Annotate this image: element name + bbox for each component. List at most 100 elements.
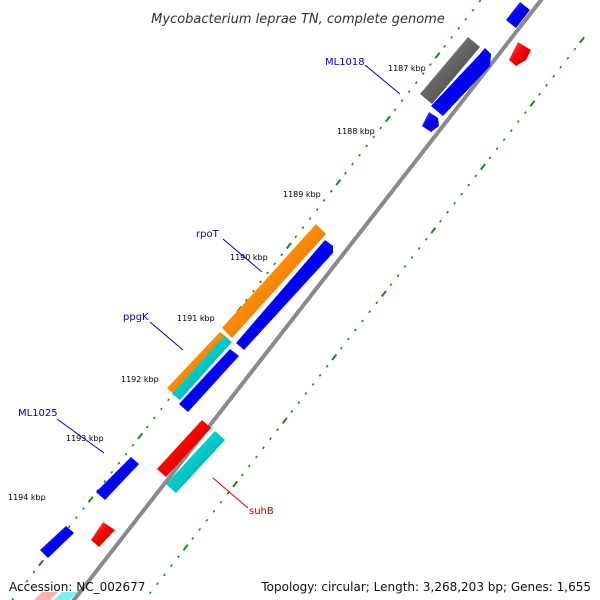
- inner-tick: [573, 47, 577, 51]
- inner-tick: [325, 364, 329, 368]
- outer-tick: [32, 570, 36, 574]
- inner-tick: [559, 65, 563, 69]
- gene-label-ml1025[interactable]: ML1025: [18, 408, 58, 419]
- outer-tick: [167, 398, 170, 402]
- inner-tick: [488, 156, 492, 160]
- outer-tick: [464, 17, 468, 21]
- outer-tick: [273, 262, 277, 266]
- inner-tick: [495, 147, 499, 151]
- outer-tick: [385, 115, 391, 123]
- inner-tick: [247, 464, 251, 468]
- outer-tick: [393, 108, 397, 112]
- outer-tick: [110, 470, 114, 474]
- inner-tick: [212, 509, 216, 513]
- outer-tick: [335, 178, 342, 186]
- inner-tick: [191, 537, 195, 540]
- outer-tick: [117, 461, 121, 465]
- outer-tick: [365, 144, 369, 148]
- outer-tick: [308, 217, 312, 220]
- outer-tick: [18, 588, 22, 592]
- inner-tick: [297, 401, 301, 404]
- tick-label-1194: 1194 kbp: [8, 493, 46, 502]
- outer-tick: [434, 52, 441, 59]
- feature-ppgK-cyan[interactable]: [172, 336, 232, 400]
- outer-tick: [421, 72, 425, 75]
- inner-tick: [474, 174, 478, 178]
- outer-tick: [244, 298, 248, 302]
- inner-tick: [439, 219, 442, 223]
- inner-tick: [269, 437, 272, 441]
- cds-forward-ppgK-strand[interactable]: [179, 349, 239, 412]
- inner-tick: [529, 100, 536, 107]
- leader-ppgK: [149, 321, 184, 351]
- inner-tick: [460, 192, 464, 196]
- outer-tick: [294, 235, 298, 239]
- outer-tick: [252, 289, 255, 293]
- inner-tick: [545, 83, 548, 87]
- outer-tick: [329, 189, 333, 193]
- gene-label-ml1018[interactable]: ML1018: [325, 57, 365, 68]
- outer-tick: [407, 90, 411, 94]
- inner-tick-marks: [148, 36, 585, 595]
- leader-ml1018: [364, 64, 401, 95]
- feature-rpoT[interactable]: [222, 224, 326, 338]
- inner-tick: [347, 337, 350, 341]
- outer-tick: [372, 135, 376, 139]
- outer-tick: [379, 126, 383, 130]
- outer-tick: [124, 452, 128, 456]
- inner-tick: [480, 163, 486, 171]
- inner-tick: [318, 373, 322, 377]
- tick-label-1193: 1193 kbp: [66, 434, 104, 443]
- tick-label-1191: 1191 kbp: [177, 314, 215, 323]
- cds-forward-ml1018-region[interactable]: [431, 48, 491, 116]
- inner-tick: [219, 500, 223, 504]
- inner-tick: [198, 528, 202, 531]
- inner-tick: [311, 382, 315, 386]
- gene-label-suhB[interactable]: suhB: [249, 506, 274, 517]
- feature-suhB-cyan[interactable]: [166, 431, 225, 493]
- outer-tick: [478, 0, 482, 3]
- outer-tick: [471, 8, 475, 12]
- feature-ml1018[interactable]: [420, 37, 480, 104]
- outer-tick: [400, 99, 404, 103]
- outer-tick: [145, 425, 149, 429]
- genome-backbone: [71, 0, 544, 600]
- inner-tick: [375, 301, 379, 305]
- inner-tick: [255, 455, 258, 459]
- cds-forward-small[interactable]: [422, 112, 439, 132]
- cds-forward-top-1[interactable]: [506, 2, 530, 28]
- outer-tick: [344, 171, 347, 175]
- cds-reverse-top[interactable]: [509, 42, 531, 66]
- gene-label-ppgK[interactable]: ppgK: [123, 312, 149, 323]
- cds-forward-ml1025[interactable]: [96, 457, 139, 500]
- cds-forward-bottom[interactable]: [40, 526, 74, 558]
- cds-reverse-suhB[interactable]: [157, 420, 211, 477]
- leader-ml1025: [56, 418, 105, 454]
- outer-tick: [25, 579, 29, 583]
- gene-label-rpoT[interactable]: rpoT: [196, 229, 220, 240]
- inner-tick: [424, 237, 428, 241]
- cds-reverse-bottom[interactable]: [91, 522, 115, 547]
- tick-label-1188: 1188 kbp: [337, 127, 375, 136]
- outer-tick: [266, 271, 269, 275]
- feature-bottom-cyan: [54, 592, 78, 600]
- outer-tick: [414, 81, 418, 85]
- inner-tick: [182, 544, 189, 551]
- map-title: Mycobacterium leprae TN, complete genome: [151, 12, 445, 27]
- outer-tick: [160, 407, 163, 411]
- cds-forward-rpoT-strand[interactable]: [236, 240, 333, 350]
- outer-tick: [351, 162, 354, 166]
- inner-tick: [262, 446, 265, 450]
- inner-tick: [396, 274, 400, 278]
- inner-tick: [240, 473, 244, 477]
- tick-label-1190: 1190 kbp: [230, 253, 268, 262]
- accession-text: Accession: NC_002677: [9, 580, 146, 594]
- inner-tick: [148, 591, 152, 595]
- inner-tick: [276, 428, 280, 432]
- inner-tick: [417, 247, 421, 250]
- outer-tick: [259, 280, 262, 284]
- outer-tick-marks: [11, 0, 482, 600]
- tick-label-1187: 1187 kbp: [388, 64, 426, 73]
- outer-tick: [103, 480, 107, 483]
- genome-summary-text: Topology: circular; Length: 3,268,203 bp…: [261, 580, 591, 594]
